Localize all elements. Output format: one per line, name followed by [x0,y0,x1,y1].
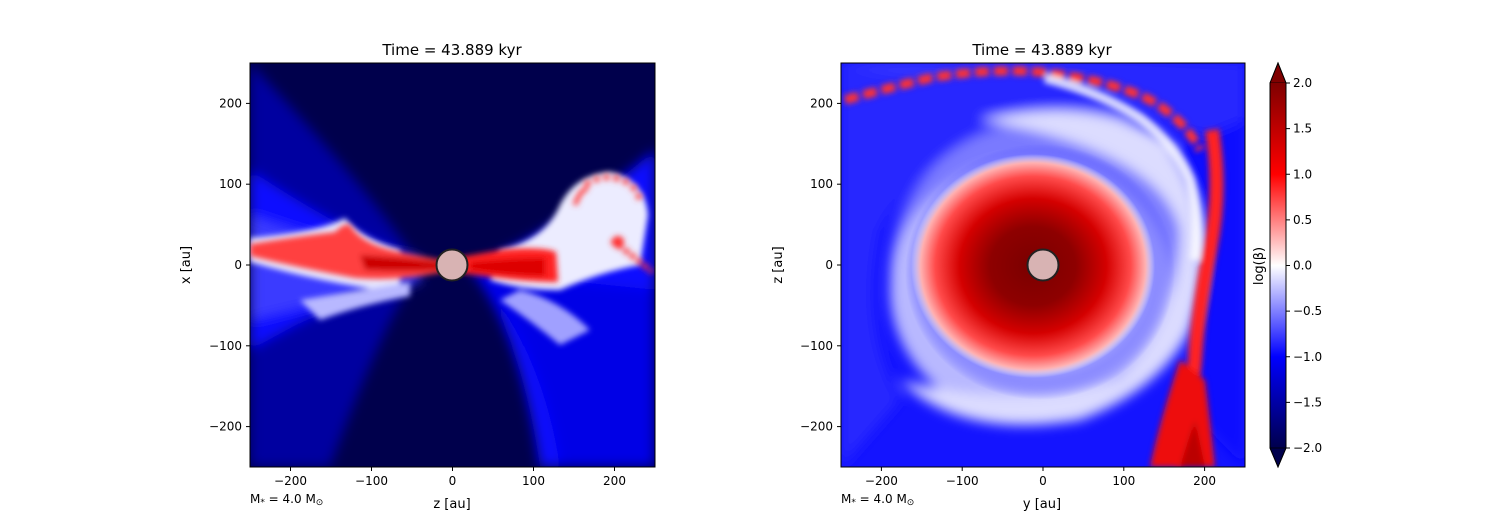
x-tick-label: 200 [1193,474,1216,488]
y-tick-label: −100 [209,339,242,353]
colorbar-tick-label: 0.0 [1293,259,1312,273]
heatmap-edge-on [250,63,655,467]
colorbar-tick-label: −2.0 [1293,441,1322,455]
sink-particle [435,248,469,282]
x-tick-label: −100 [946,474,979,488]
heatmap-face-on [841,63,1245,467]
x-tick-label: 200 [603,474,626,488]
sink-particle [1026,248,1060,282]
mass-label: M* = 4.0 M⊙ [841,492,914,508]
x-tick-label: 0 [449,474,457,488]
y-tick-label: −100 [800,339,833,353]
y-axis-label: x [au] [179,246,194,284]
panel-title: Time = 43.889 kyr [971,41,1112,59]
y-tick-label: −200 [209,420,242,434]
colorbar-tick-label: 1.0 [1293,167,1312,181]
colorbar-tick-label: 1.5 [1293,122,1312,136]
y-tick-label: 100 [219,177,242,191]
x-axis-label: z [au] [433,497,470,512]
x-tick-label: 100 [1112,474,1135,488]
colorbar-label: log(β) [1252,247,1267,285]
x-tick-label: 100 [522,474,545,488]
y-tick-label: 0 [825,258,833,272]
colorbar-ticks: 2.0 1.5 1.0 0.5 0.0 −0.5 −1.0 −1.5 −2.0 [1286,76,1322,455]
x-axis-label: y [au] [1023,497,1061,512]
axis-ticks: −200 −100 0 100 200 −200 −100 0 100 200 [209,96,626,488]
y-axis-label: z [au] [771,246,786,283]
panel-title: Time = 43.889 kyr [381,41,522,59]
panel-face-on: Time = 43.889 kyr −200 −100 0 100 200 −200 −10… [771,41,1246,512]
y-tick-label: 200 [219,96,242,110]
colorbar-tick-label: −0.5 [1293,304,1322,318]
x-tick-label: 0 [1039,474,1047,488]
x-tick-label: −200 [865,474,898,488]
colorbar-tick-label: 0.5 [1293,213,1312,227]
colorbar-extend-max [1269,61,1287,84]
colorbar-gradient [1270,83,1286,448]
y-tick-label: −200 [800,420,833,434]
colorbar: 2.0 1.5 1.0 0.5 0.0 −0.5 −1.0 −1.5 −2.0 log(β) [1252,61,1322,469]
x-tick-label: −100 [355,474,388,488]
colorbar-extend-min [1269,447,1287,469]
axis-ticks: −200 −100 0 100 200 −200 −100 0 100 200 [800,96,1216,488]
y-tick-label: 0 [234,258,242,272]
mass-label: M* = 4.0 M⊙ [250,492,323,508]
colorbar-tick-label: −1.5 [1293,395,1322,409]
panel-edge-on: Time = 43.889 kyr −200 −100 0 100 200 −200 −10… [179,41,656,512]
x-tick-label: −200 [274,474,307,488]
colorbar-tick-label: −1.0 [1293,350,1322,364]
y-tick-label: 200 [810,96,833,110]
colorbar-tick-label: 2.0 [1293,76,1312,90]
y-tick-label: 100 [810,177,833,191]
